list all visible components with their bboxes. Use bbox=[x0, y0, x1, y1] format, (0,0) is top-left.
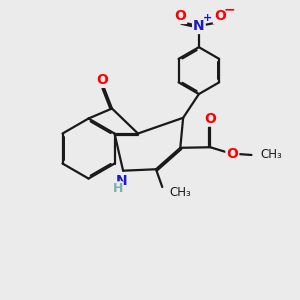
Text: N: N bbox=[193, 19, 205, 33]
Text: O: O bbox=[226, 146, 238, 161]
Text: CH₃: CH₃ bbox=[169, 186, 191, 199]
Text: N: N bbox=[116, 174, 127, 188]
Text: O: O bbox=[97, 73, 109, 87]
Text: H: H bbox=[113, 182, 123, 195]
Text: CH₃: CH₃ bbox=[260, 148, 282, 161]
Text: +: + bbox=[203, 13, 212, 23]
Text: −: − bbox=[224, 2, 235, 16]
Text: O: O bbox=[174, 9, 186, 23]
Text: O: O bbox=[214, 9, 226, 23]
Text: O: O bbox=[204, 112, 216, 126]
